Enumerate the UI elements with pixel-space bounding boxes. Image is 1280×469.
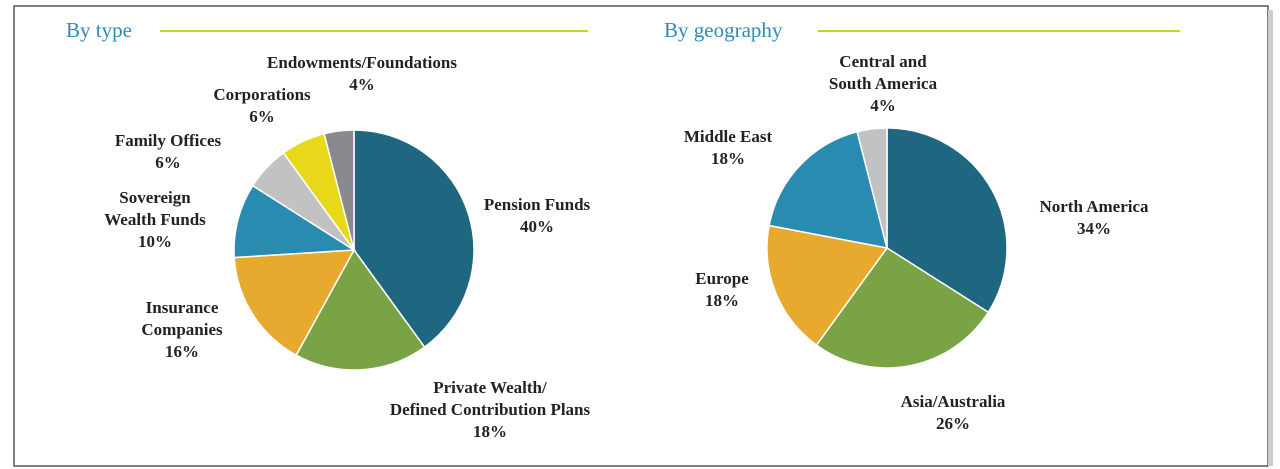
value-label: 26% [936,414,970,433]
category-label: Endowments/Foundations [267,53,457,72]
slice-label: Sovereign Wealth Funds 10% [104,187,206,253]
value-label: 40% [519,217,554,236]
category-label: Insurance Companies [141,298,223,339]
slice-label: Pension Funds 40% [484,194,590,238]
value-label: 6% [155,153,181,172]
pie-slice [768,130,889,249]
value-label: 18% [473,422,507,441]
category-label: Corporations [213,85,311,104]
shadow [1268,10,1273,466]
slice-label: Endowments/Foundations 4% [267,52,457,96]
value-label: 16% [164,342,199,361]
chart-title: By geography [664,18,791,43]
pie-slice [856,127,888,249]
slice-label: Middle East 18% [684,126,772,170]
value-label: 18% [704,291,739,310]
value-label: 18% [711,149,745,168]
slice-label: Corporations 6% [213,84,310,128]
value-label: 6% [249,107,275,126]
chart-title: By type [66,18,140,43]
slice-label: Insurance Companies 16% [141,297,222,363]
pie-slice [233,249,356,357]
value-label: 34% [1077,219,1111,238]
category-label: North America [1039,197,1149,216]
pie-slice [233,184,357,259]
category-label: Family Offices [114,131,222,150]
slice-label: Private Wealth/ Defined Contribution Pla… [390,377,590,443]
category-label: Asia/Australia [900,392,1006,411]
category-label: Central and South America [828,52,938,93]
category-label: Private Wealth/ Defined Contribution Pla… [389,378,591,419]
slice-label: Europe 18% [695,268,749,312]
category-label: Middle East [683,127,773,146]
slice-label: Family Offices 6% [115,130,221,174]
category-label: Sovereign Wealth Funds [104,188,206,229]
pie-slice [353,129,475,349]
category-label: Pension Funds [483,195,591,214]
value-label: 4% [870,96,896,115]
slice-label: Asia/Australia 26% [901,391,1006,435]
pie-slice [766,224,889,347]
pie-slice [323,129,355,251]
slice-label: Central and South America 4% [829,51,937,117]
pie-slice [295,248,426,371]
slice-label: North America 34% [1039,196,1148,240]
value-label: 10% [138,232,172,251]
value-label: 4% [349,75,375,94]
pie-slice [815,246,990,369]
category-label: Europe [695,269,749,288]
